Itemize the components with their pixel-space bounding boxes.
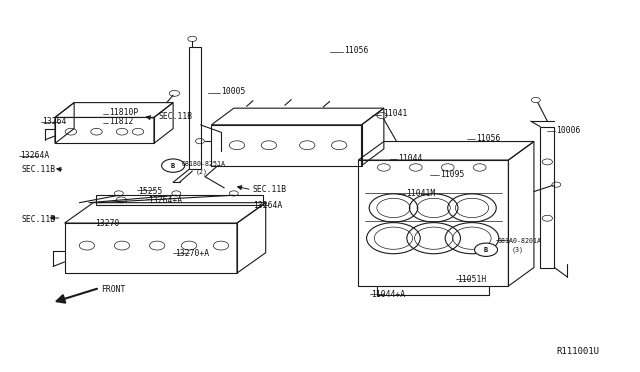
Text: 11095: 11095: [440, 170, 465, 179]
Text: 13264+A: 13264+A: [148, 196, 182, 205]
Text: 13270+A: 13270+A: [175, 249, 209, 258]
Text: 15255: 15255: [138, 187, 163, 196]
Text: 11051H: 11051H: [458, 275, 486, 284]
Text: R111001U: R111001U: [556, 347, 599, 356]
Text: (3): (3): [511, 247, 524, 253]
Text: 11056: 11056: [344, 46, 369, 55]
Text: 10006: 10006: [556, 126, 580, 135]
Text: 081A0-8201A: 081A0-8201A: [497, 238, 541, 244]
Text: B: B: [171, 163, 175, 169]
Text: 11041: 11041: [383, 109, 407, 118]
Text: SEC.11B: SEC.11B: [159, 112, 193, 121]
Text: SEC.11B: SEC.11B: [22, 215, 56, 224]
Text: FRONT: FRONT: [101, 285, 125, 294]
Text: 13264: 13264: [42, 117, 67, 126]
Circle shape: [162, 159, 184, 172]
Text: (2): (2): [195, 169, 207, 175]
Text: SEC.11B: SEC.11B: [253, 185, 287, 194]
Text: B: B: [484, 247, 488, 253]
Circle shape: [474, 243, 497, 256]
Text: 13270: 13270: [95, 219, 119, 228]
Text: 10005: 10005: [221, 87, 245, 96]
Text: 11810P: 11810P: [109, 108, 138, 117]
Text: 11041M: 11041M: [406, 189, 435, 198]
Text: 08180-8251A: 08180-8251A: [181, 161, 225, 167]
Text: 11056: 11056: [476, 134, 501, 143]
Text: SEC.11B: SEC.11B: [22, 165, 56, 174]
Text: 11044+A: 11044+A: [371, 290, 405, 299]
Text: 11812: 11812: [109, 118, 134, 126]
Text: 13264A: 13264A: [20, 151, 49, 160]
Text: 13264A: 13264A: [253, 201, 282, 210]
Text: 11044: 11044: [399, 154, 423, 163]
